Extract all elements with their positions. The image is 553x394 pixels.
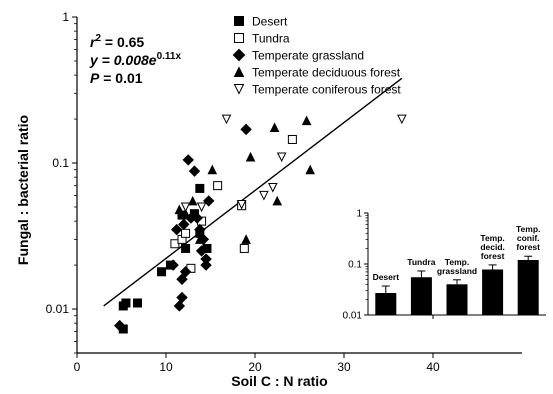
data-point [397,114,407,125]
inset-bar-label: Tundra [407,257,435,267]
data-point [191,212,203,224]
inset-bar-label: Temp. [516,224,540,234]
inset-bar [482,269,504,315]
inset-y-tick-label: 0.01 [343,311,363,322]
data-point [167,259,179,271]
data-point [196,202,207,213]
inset-background [334,196,549,336]
data-point [173,300,186,312]
data-point [157,267,167,277]
data-point [241,234,251,244]
y-axis-label: Fungal : bacterial ratio [15,115,31,265]
inset-bar [410,277,432,315]
inset-bar-label: conif. [517,233,540,243]
data-point [176,273,188,285]
data-point [195,245,208,257]
regression-line [103,77,403,307]
legend-marker [233,84,245,95]
inset-bar-label: Temp. [480,233,504,243]
data-point [287,134,297,144]
data-point [239,243,249,253]
legend-marker [233,66,245,77]
data-point [182,154,194,166]
stat-p: P = 0.01 [90,70,143,86]
inset-bar-label: Temp. [445,257,469,267]
data-point [178,218,190,231]
data-point [272,195,283,206]
data-point [236,199,247,210]
data-point [114,319,126,332]
legend-label: Temperate grassland [252,49,364,63]
y-tick-label: 0.1 [52,156,69,170]
data-point [200,259,212,271]
legend-marker [234,16,244,26]
legend-label: Temperate deciduous forest [252,66,401,80]
data-point [203,195,215,207]
inset-bar-label: grassland [437,266,477,276]
x-tick-label: 40 [426,360,440,374]
data-point [305,164,315,175]
y-tick-label: 1 [62,10,69,24]
x-tick-label: 20 [248,360,262,374]
data-point [187,195,198,206]
data-point [180,208,191,219]
data-point [174,204,185,215]
data-point [170,223,183,236]
inset-bar [446,284,468,315]
data-point [195,183,205,193]
inset-bar-label: decid. [480,242,505,252]
x-tick-label: 30 [337,360,351,374]
data-point [195,234,205,244]
inset-y-tick-label: 1 [356,209,362,220]
inset-bar-label: Desert [373,272,400,282]
x-tick-label: 0 [74,360,81,374]
data-point [121,298,131,308]
data-point [301,115,312,126]
data-point [269,122,280,133]
data-point [180,202,191,213]
inset-bar [375,293,397,315]
inset-bar-label: forest [481,251,505,261]
data-point [181,228,191,238]
legend-label: Desert [252,15,288,29]
data-point [276,152,287,163]
data-point [221,114,232,125]
data-point [267,182,278,193]
data-point [207,164,218,175]
y-tick-label: 0.01 [46,302,70,316]
data-point [188,165,201,177]
inset-bar-label: forest [516,242,540,252]
data-point [213,181,223,191]
data-point [259,190,269,201]
legend-marker [232,48,246,62]
x-axis-label: Soil C : N ratio [231,373,327,389]
inset-bar [517,259,539,315]
legend-label: Temperate coniferous forest [252,83,401,97]
data-point [179,266,192,278]
data-point [240,123,252,136]
stat-r2: r2 = 0.65 [90,33,144,50]
stat-eq: y = 0.008e0.11x [89,51,181,68]
inset-y-tick-label: 0.1 [348,260,362,271]
data-point [133,298,143,308]
legend-label: Tundra [252,32,290,46]
x-tick-label: 10 [159,360,173,374]
data-point [176,291,188,304]
data-point [181,243,191,253]
data-point [245,151,256,162]
legend-marker [234,33,244,43]
